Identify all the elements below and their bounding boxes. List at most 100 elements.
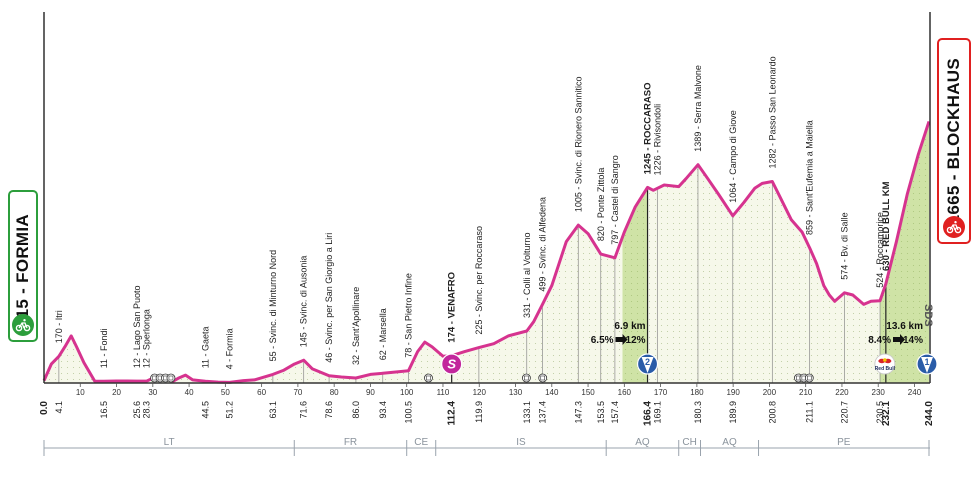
redbull-label: Red Bull <box>875 366 896 372</box>
kom-icon-1: 1 <box>916 353 938 375</box>
climb-areas <box>622 121 929 384</box>
location-label: 170 - Itri <box>54 310 64 343</box>
location-label: 55 - Svinc. di Minturno Nord <box>268 250 278 362</box>
km-label: 28.3 <box>142 401 152 419</box>
tunnel-icon <box>424 373 433 383</box>
location-label: 1389 - Serra Malvone <box>693 65 703 152</box>
location-label: 46 - Svinc. per San Giorgio a Liri <box>324 233 334 363</box>
location-label: 32 - Sant'Apollinare <box>351 287 361 365</box>
km-label: 189.9 <box>728 401 738 424</box>
location-label: 524 - Roccamorice <box>875 212 885 288</box>
location-label: 4 - Formia <box>225 328 235 369</box>
km-label: 25.6 <box>132 401 142 419</box>
region-label: PE <box>837 437 851 448</box>
location-label: 11 - Gaeta <box>200 326 210 368</box>
climb-area-1 <box>622 187 648 383</box>
km-label: 180.3 <box>693 401 703 424</box>
bike-icon <box>12 314 34 336</box>
tunnel-icon <box>521 373 531 383</box>
region-label: LT <box>164 437 175 448</box>
km-label: 0.0 <box>39 401 50 415</box>
region-label: CE <box>414 437 428 448</box>
location-label: 11 - Fondi <box>99 328 109 368</box>
km-label: 63.1 <box>268 401 278 419</box>
sprint-label: S <box>447 357 456 372</box>
tunnel-icon <box>538 373 548 383</box>
climb-gradient-label: 6.5% <box>591 335 614 346</box>
region-bar: LT FR CE IS AQ CH AQ PE <box>43 437 930 456</box>
km-label: 78.6 <box>324 401 334 419</box>
location-label: 174 - VENAFRO <box>447 272 458 343</box>
km-label: 232.1 <box>881 401 892 426</box>
km-label: 169.1 <box>652 401 662 424</box>
km-label: 112.4 <box>447 401 458 426</box>
tunnel-icon <box>804 373 814 383</box>
km-label: 166.4 <box>643 401 654 426</box>
climb-max-label: 14% <box>903 335 923 346</box>
km-label: 100.5 <box>404 401 414 424</box>
location-label: 859 - Sant'Eufemia a Maiella <box>805 120 815 235</box>
km-label: 119.9 <box>474 401 484 423</box>
region-label: FR <box>344 437 357 448</box>
start-label-box: 15 - FORMIA <box>8 190 38 342</box>
x-tick-label: 230 <box>872 388 886 397</box>
region-label: AQ <box>722 437 737 448</box>
location-label: 1226 - Rivisondoli <box>652 104 662 176</box>
kom-label: 1 <box>924 357 929 367</box>
km-label: 71.6 <box>299 401 309 419</box>
sds-label: SDS <box>922 304 934 327</box>
tunnel-markers <box>150 373 814 383</box>
x-tick-label: 100 <box>400 388 414 397</box>
x-tick-label: 170 <box>654 388 668 397</box>
start-label: 15 - FORMIA <box>13 213 32 319</box>
km-label: 4.1 <box>54 401 64 414</box>
climb-gradient-label: 8.4% <box>868 335 891 346</box>
x-tick-label: 30 <box>148 388 157 397</box>
profile-fill <box>44 121 929 384</box>
location-label: 62 - Marsella <box>378 308 388 360</box>
x-tick-label: 110 <box>437 388 450 397</box>
location-label: 145 - Svinc. di Ausonia <box>299 256 309 348</box>
km-label: 147.3 <box>573 401 583 424</box>
x-tick-label: 150 <box>581 388 595 397</box>
x-tick-label: 70 <box>293 388 302 397</box>
finish-label-box: 1665 - BLOCKHAUS <box>937 38 971 244</box>
climb-length-label: 6.9 km <box>614 321 645 332</box>
km-label: 220.7 <box>840 401 850 424</box>
x-tick-label: 220 <box>835 388 849 397</box>
x-tick-label: 190 <box>726 388 740 397</box>
x-tick-label: 130 <box>509 388 523 397</box>
location-label: 78 - San Pietro Infine <box>404 273 414 358</box>
km-label: 230.5 <box>875 401 885 424</box>
location-label: 1245 - ROCCARASO <box>643 83 654 175</box>
location-label: 797 - Castel di Sangro <box>610 155 620 245</box>
x-tick-label: 120 <box>473 388 487 397</box>
location-label: 331 - Colli al Volturno <box>522 232 532 318</box>
km-labels: 0.0 4.1 16.5 25.6 28.3 44.5 51.2 63.1 71.6 78.6 86… <box>39 401 935 426</box>
km-label: 200.8 <box>767 401 777 424</box>
km-label: 211.1 <box>805 401 815 423</box>
km-label: 93.4 <box>378 401 388 419</box>
km-label: 244.0 <box>924 401 935 426</box>
region-label: CH <box>682 437 696 448</box>
kom-label: 2 <box>645 357 650 367</box>
tunnel-icon <box>166 373 176 383</box>
x-tick-label: 160 <box>618 388 632 397</box>
x-tick-label: 90 <box>366 388 375 397</box>
arrow-right-icon <box>893 334 905 345</box>
special-markers: S 2 1 Red Bull <box>441 353 938 375</box>
x-tick-label: 200 <box>763 388 777 397</box>
x-tick-label: 210 <box>799 388 813 397</box>
km-label: 137.4 <box>537 401 547 424</box>
location-lines <box>58 164 887 383</box>
x-tick-label: 180 <box>690 388 704 397</box>
location-label: 12 - Sperlonga <box>142 309 152 368</box>
finish-label: 1665 - BLOCKHAUS <box>944 57 963 225</box>
redbull-icon: Red Bull <box>874 353 896 375</box>
km-label: 86.0 <box>351 401 361 419</box>
climb-length-label: 13.6 km <box>886 321 923 332</box>
climb-area-2 <box>880 121 929 384</box>
